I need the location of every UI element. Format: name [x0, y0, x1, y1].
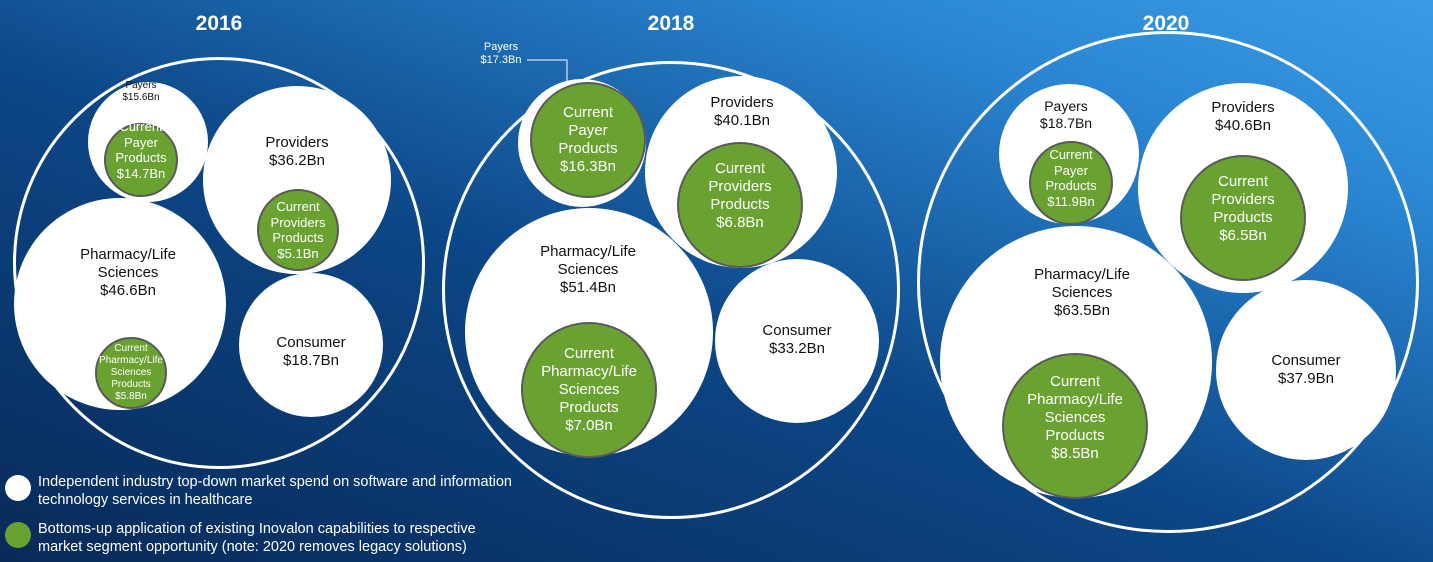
label-name: Current Providers Products: [270, 199, 326, 246]
segment-label: Payers $15.6Bn: [111, 80, 171, 104]
label-name: Providers: [265, 134, 329, 151]
label-amount: $7.0Bn: [565, 417, 613, 434]
segment-label: Consumer $33.2Bn: [737, 322, 857, 358]
label-name: Pharmacy/Life Sciences: [540, 243, 636, 278]
label-name: Current Payer Products: [558, 104, 618, 157]
current-circle: [1002, 353, 1148, 499]
label-amount: $40.6Bn: [1215, 117, 1271, 134]
label-name: Current Providers Products: [708, 160, 772, 213]
label-amount: $51.4Bn: [560, 279, 616, 296]
segment-label: Current Payer Products $11.9Bn: [1033, 147, 1109, 209]
segment-label: Consumer $18.7Bn: [251, 334, 371, 370]
label-amount: $6.5Bn: [1219, 227, 1267, 244]
segment-label: Payers $17.3Bn: [471, 41, 531, 67]
segment-label: Current Payer Products $14.7Bn: [104, 119, 178, 181]
label-amount: $63.5Bn: [1054, 302, 1110, 319]
current-circle: [521, 322, 657, 458]
legend-dot-white: [5, 475, 31, 501]
label-amount: $36.2Bn: [269, 152, 325, 169]
label-amount: $5.1Bn: [277, 245, 319, 261]
segment-circle: [715, 259, 879, 423]
segment-label: Providers $40.1Bn: [682, 94, 802, 130]
label-name: Current Pharmacy/Life Sciences Products: [1027, 373, 1123, 444]
label-amount: $37.9Bn: [1278, 370, 1334, 387]
label-name: Current Pharmacy/Life Sciences Products: [541, 345, 637, 416]
leader-line: [527, 59, 568, 86]
panel-title: 2016: [195, 12, 243, 35]
label-name: Current Providers Products: [1211, 173, 1275, 226]
current-circle: [95, 337, 167, 409]
label-name: Payers: [483, 41, 519, 53]
segment-circle: [1216, 280, 1396, 460]
label-amount: $46.6Bn: [100, 282, 156, 299]
market-circle: [917, 31, 1419, 533]
label-amount: $11.9Bn: [1047, 193, 1095, 209]
panel-title: 2018: [647, 12, 695, 35]
label-amount: $18.7Bn: [1039, 114, 1093, 131]
legend-text: Independent industry top-down market spe…: [38, 474, 512, 509]
current-circle: [677, 142, 803, 268]
segment-label: Providers $40.6Bn: [1183, 99, 1303, 135]
segment-label: Providers $36.2Bn: [237, 134, 357, 170]
legend-text: Bottoms-up application of existing Inova…: [38, 521, 476, 556]
label-name: Payers: [125, 80, 157, 91]
label-amount: $16.3Bn: [560, 158, 616, 175]
label-name: Pharmacy/Life Sciences: [80, 246, 176, 281]
panel-title: 2020: [1142, 12, 1190, 35]
label-amount: $8.5Bn: [1051, 445, 1099, 462]
current-circle: [1180, 155, 1306, 281]
segment-label: Current Pharmacy/Life Sciences Products $…: [534, 345, 644, 435]
label-name: Consumer: [762, 322, 832, 339]
label-amount: $5.8Bn: [115, 391, 147, 402]
label-name: Current Payer Products: [1045, 147, 1097, 194]
segment-label: Current Payer Products $16.3Bn: [548, 104, 628, 176]
current-circle: [257, 189, 339, 271]
label-name: Consumer: [1271, 352, 1341, 369]
segment-label: Pharmacy/Life Sciences $46.6Bn: [68, 246, 188, 300]
label-amount: $14.7Bn: [116, 165, 166, 181]
label-name: Current Payer Products: [115, 119, 167, 166]
label-amount: $15.6Bn: [122, 92, 160, 103]
segment-label: Current Pharmacy/Life Sciences Products $…: [1020, 373, 1130, 463]
label-name: Providers: [1211, 99, 1275, 116]
label-amount: $6.8Bn: [716, 214, 764, 231]
current-circle: [104, 123, 178, 197]
segment-label: Pharmacy/Life Sciences $63.5Bn: [1017, 266, 1147, 320]
label-name: Pharmacy/Life Sciences: [1034, 266, 1130, 301]
label-name: Current Pharmacy/Life Sciences Products: [99, 343, 163, 390]
label-amount: $18.7Bn: [283, 352, 339, 369]
segment-label: Payers $18.7Bn: [1026, 98, 1106, 132]
label-name: Payers: [1044, 98, 1088, 114]
label-amount: $40.1Bn: [714, 112, 770, 129]
label-amount: $33.2Bn: [769, 340, 825, 357]
segment-label: Pharmacy/Life Sciences $51.4Bn: [523, 243, 653, 297]
segment-label: Current Pharmacy/Life Sciences Products $…: [96, 343, 166, 403]
current-circle: [1029, 141, 1113, 225]
current-circle: [530, 82, 646, 198]
label-name: Providers: [710, 94, 774, 111]
segment-label: Consumer $37.9Bn: [1246, 352, 1366, 388]
legend-dot-green: [5, 522, 31, 548]
market-circle: [13, 57, 425, 469]
segment-circle: [239, 273, 383, 417]
label-name: Consumer: [276, 334, 346, 351]
segment-label: Current Providers Products $6.8Bn: [685, 160, 795, 232]
segment-label: Current Providers Products $6.5Bn: [1188, 173, 1298, 245]
market-circle: [442, 61, 900, 519]
label-amount: $17.3Bn: [480, 54, 522, 67]
segment-label: Current Providers Products $5.1Bn: [260, 199, 336, 261]
